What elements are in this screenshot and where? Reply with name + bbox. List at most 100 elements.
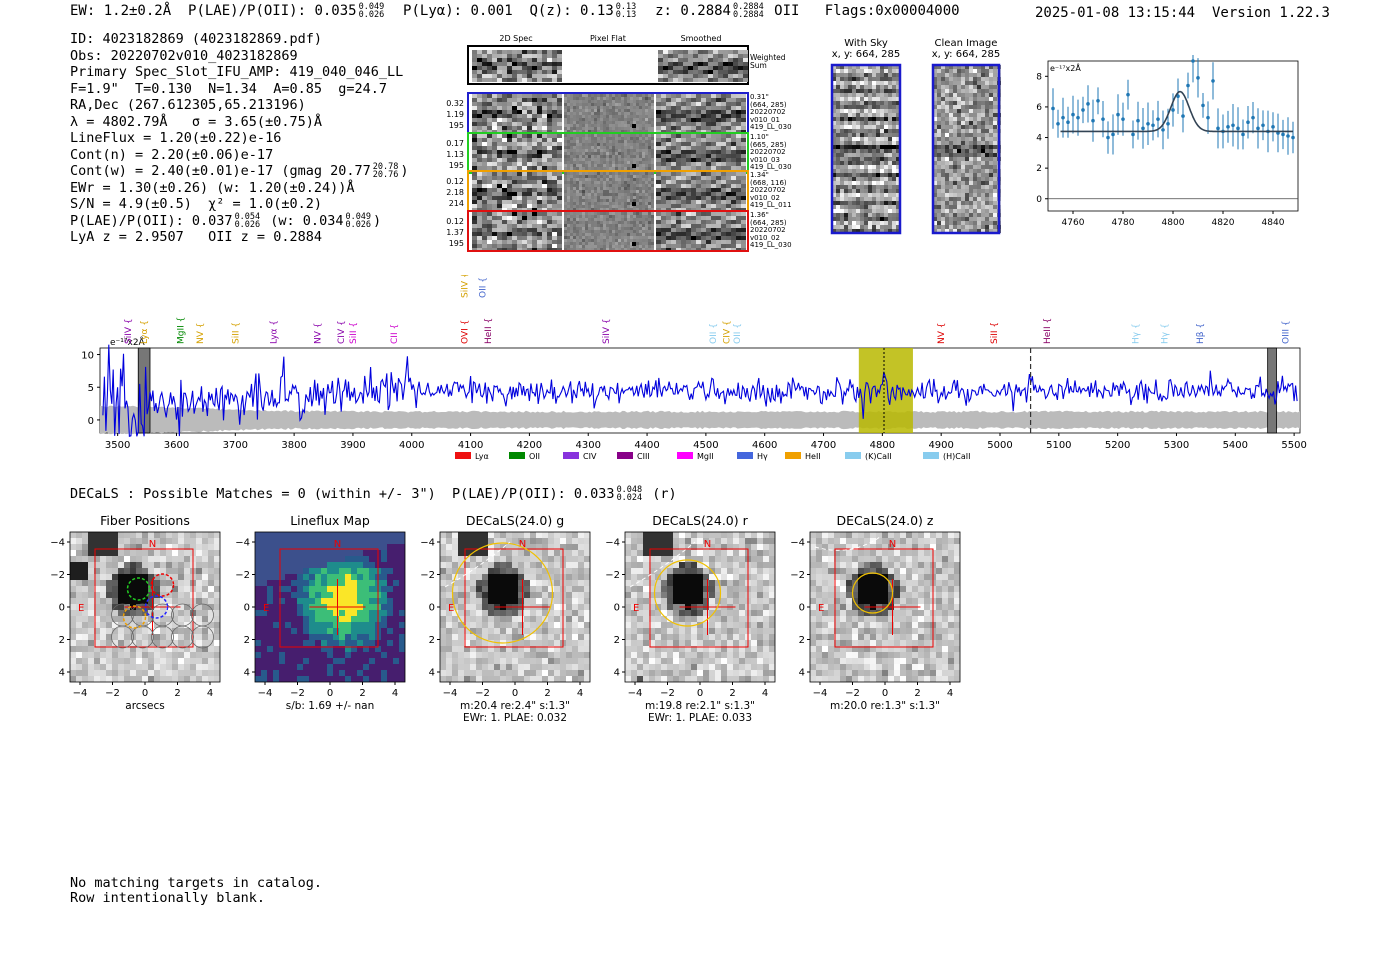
line-label-OIII: OIII {	[1281, 320, 1291, 344]
detection-info: ID: 4023182869 (4023182869.pdf) Obs: 202…	[70, 31, 408, 246]
line-label-text: SiIV {	[124, 318, 134, 344]
stamp-left-value: 1.19	[446, 110, 464, 119]
qz-hi: 0.13	[615, 2, 637, 12]
full-ytick-label: 10	[81, 351, 94, 362]
plya-value: P(Lyα): 0.001	[403, 3, 513, 19]
legend-swatch-CIII	[617, 452, 633, 459]
cutout-xtick-label: 2	[174, 688, 180, 699]
cutout-ytick-label: 2	[59, 635, 65, 646]
hot-pixel-1	[632, 164, 636, 168]
east-label: E	[263, 603, 269, 614]
full-unit-label: e⁻¹⁷x2Å	[110, 336, 146, 348]
zoom-point	[1166, 121, 1170, 126]
info-contw: Cont(w) = 2.40(±0.01)e-17 (gmag 20.77	[70, 163, 371, 179]
stamp-right-value: 20220702	[750, 108, 786, 116]
cutout-ytick-label: 4	[429, 668, 435, 679]
line-label-OVI: OVI {	[461, 320, 471, 344]
zoom-point	[1086, 102, 1090, 106]
decals-sum-hi: 0.048	[616, 485, 643, 495]
cutout-xtick-label: −2	[475, 688, 490, 699]
cutout-ytick-label: −2	[605, 570, 620, 581]
info-plae-w-hi: 0.049	[345, 211, 372, 222]
zoom-point	[1091, 118, 1095, 123]
full-xtick-label: 3700	[223, 440, 248, 451]
line-label-MgII: MgII {	[177, 317, 187, 344]
full-xtick-label: 5300	[1164, 440, 1189, 451]
stamp-left-value: 214	[448, 199, 464, 208]
stamp-left-label-1: 0.17 1.13 195	[446, 138, 464, 171]
zoom-spectrum-chart: e⁻¹⁷x2Å 4760 4780 4800 4820 4840 0 2 4 6 8	[1036, 55, 1299, 228]
line-label-SiII: SiII {	[349, 322, 359, 344]
plae-value: P(LAE)/P(OII): 0.035	[188, 3, 357, 19]
cutout-xtick-label: 0	[142, 688, 148, 699]
aperture-box	[464, 548, 564, 648]
legend-label-CIII: CIII	[637, 452, 650, 461]
line-label-text: OII {	[733, 323, 743, 344]
zoom-point	[1246, 120, 1250, 125]
catalog-note-2: Row intentionally blank.	[70, 890, 266, 906]
zoom-point	[1146, 121, 1150, 126]
zoom-point	[1271, 125, 1275, 129]
zoom-point	[1106, 135, 1110, 140]
stamps-canvas	[467, 45, 749, 252]
info-contw-lo: 20.76	[372, 170, 399, 180]
stamp-right-value: v010_03	[750, 155, 780, 164]
cutout-xtick-label: −2	[105, 688, 120, 699]
catalog-notes: No matching targets in catalog. Row inte…	[70, 876, 322, 906]
cutout-caption: s/b: 1.69 +/- nan	[286, 700, 374, 712]
info-plae-hi: 0.054	[234, 211, 261, 222]
zoom-point	[1081, 108, 1085, 112]
stamp-left-label-0: 0.32 1.19 195	[446, 98, 464, 131]
line-label-text: NV {	[314, 323, 324, 344]
legend-label-OII: OII	[529, 452, 540, 461]
source-ellipse	[451, 542, 554, 644]
stamp-right-value: 1.10"	[750, 133, 769, 141]
zoom-point	[1121, 117, 1125, 121]
cutout-ytick-label: −2	[235, 570, 250, 581]
cutout-ytick-label: −2	[50, 570, 65, 581]
stamp-2dspec-2	[472, 172, 562, 212]
fiber-circle	[191, 625, 214, 649]
decals-sum-lo: 0.024	[616, 493, 643, 503]
stamp-left-value: 195	[448, 239, 464, 248]
zoom-point	[1256, 126, 1260, 131]
cutout-xtick-label: −4	[813, 688, 828, 699]
zoom-point	[1196, 76, 1200, 80]
legend-swatch-(H)CaII	[923, 452, 939, 459]
info-contn: Cont(n) = 2.20(±0.06)e-17	[70, 146, 274, 163]
zoom-point	[1191, 59, 1195, 63]
full-ytick-label: 5	[88, 383, 94, 394]
cutout-ytick-label: 2	[614, 635, 620, 646]
north-label: N	[519, 539, 526, 550]
line-label-Lyα: Lyα {	[140, 320, 150, 344]
col-label-2dspec: 2D Spec	[499, 34, 533, 43]
line-label-HeII: HeII {	[1043, 318, 1053, 344]
stamp-left-value: 195	[448, 161, 464, 170]
stamp-smoothed-3	[656, 212, 746, 252]
line-label-SiIV: SiIV {	[124, 318, 134, 344]
stamp-right-value: 419_LL_030	[750, 123, 792, 131]
cutout-xtick-label: 0	[697, 688, 703, 699]
legend-swatch-HeII	[785, 452, 801, 459]
cutout-xtick-label: −4	[73, 688, 88, 699]
line-label-text: SiII {	[990, 322, 1000, 344]
cutout-panel-fiber: Fiber Positions N E −4 4 −2 2 0 0 2 −2 4 −4 arcsecs	[50, 513, 221, 712]
line-label-text: MgII {	[177, 317, 187, 344]
stamp-right-value: 419_LL_030	[750, 163, 792, 171]
full-xtick-label: 5000	[987, 440, 1012, 451]
cutout-xtick-label: −2	[845, 688, 860, 699]
full-xtick-label: 5500	[1281, 440, 1306, 451]
zoom-xtick-label: 4840	[1262, 218, 1285, 228]
zoom-point	[1186, 83, 1190, 88]
line-label-text: CIV {	[722, 320, 732, 344]
legend-swatch-MgII	[677, 452, 693, 459]
stamp-right-value: 0.31"	[750, 93, 769, 101]
zoom-point	[1281, 132, 1285, 137]
flags-value: Flags:0x00004000	[824, 3, 960, 19]
north-label: N	[334, 539, 341, 550]
stamp-right-value: v010_02	[750, 193, 780, 202]
cutout-ytick-label: 4	[799, 668, 805, 679]
zoom-point	[1156, 117, 1160, 121]
line-label-Hγ: Hγ {	[1131, 323, 1141, 344]
